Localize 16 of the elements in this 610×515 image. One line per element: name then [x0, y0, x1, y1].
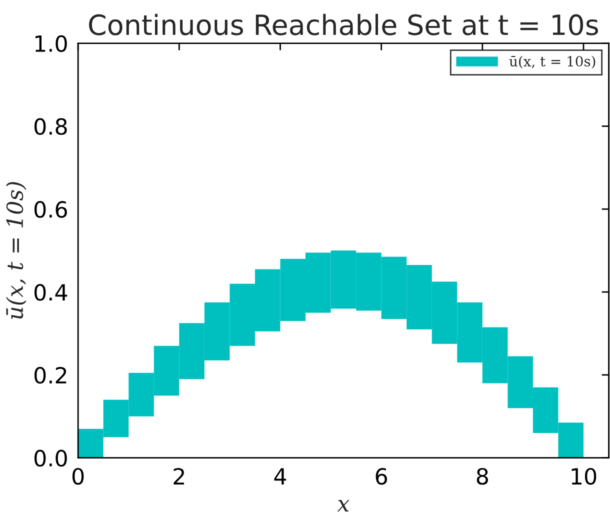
chart-title: Continuous Reachable Set at t = 10s: [89, 14, 598, 36]
legend-label: ū(x, t = 10s): [509, 56, 596, 68]
y-tick-label: 0.6: [34, 201, 67, 218]
x-axis-title: x: [337, 500, 350, 512]
y-tick-label: 0.2: [34, 366, 66, 384]
y-tick-label: 0.4: [34, 284, 68, 301]
x-tick-label: 4: [274, 468, 286, 484]
x-tick-label: 6: [376, 468, 388, 485]
y-axis-title: ū(x, t = 10s): [6, 182, 26, 319]
x-tick-label: 10: [572, 468, 596, 485]
y-tick-label: 0.8: [34, 118, 67, 135]
y-tick-label: 0.0: [34, 450, 67, 467]
x-tick-label: 8: [476, 468, 488, 485]
y-tick-label: 1.0: [35, 35, 67, 52]
x-tick-label: 0: [72, 468, 84, 485]
x-tick-label: 2: [174, 468, 184, 484]
